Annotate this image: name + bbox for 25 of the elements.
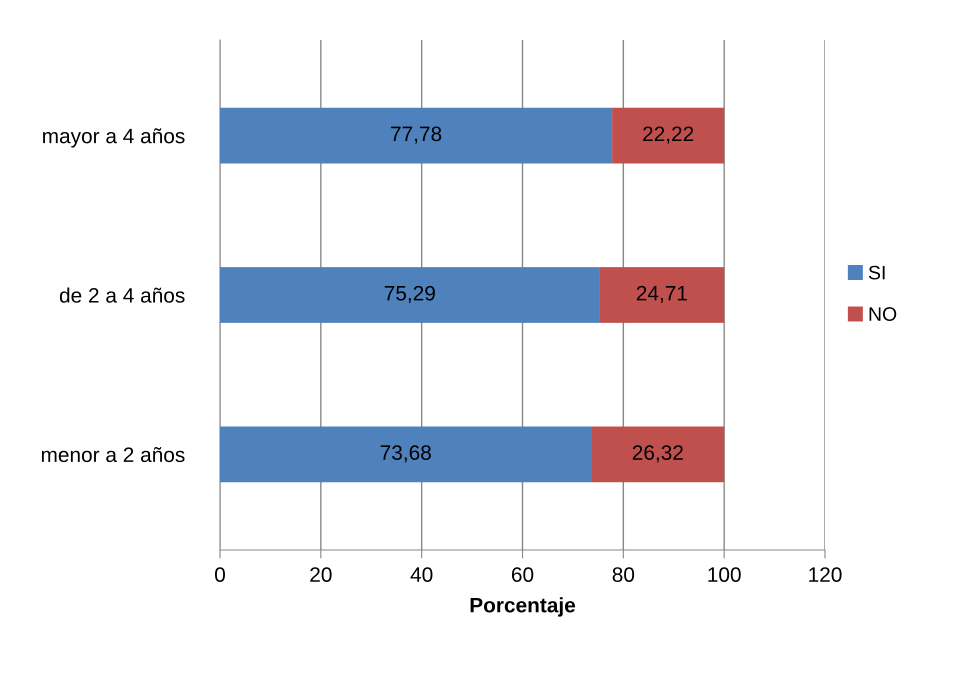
y-tick-label: mayor a 4 años xyxy=(43,128,185,148)
bar xyxy=(591,426,724,482)
data-label: 22,22 xyxy=(643,126,694,144)
y-tick-label: menor a 2 años xyxy=(42,446,185,462)
bar xyxy=(220,426,592,482)
bar xyxy=(220,267,600,323)
x-axis-title: Porcentaje xyxy=(470,597,576,617)
bar xyxy=(600,267,724,323)
data-label: 77,78 xyxy=(391,126,442,144)
x-tick-label: 100 xyxy=(708,567,741,582)
data-label: 26,32 xyxy=(632,445,683,462)
x-tick-label: 80 xyxy=(612,567,634,582)
x-tick-label: 40 xyxy=(410,567,432,582)
x-tick-label: 20 xyxy=(310,567,332,582)
x-tick-label: 60 xyxy=(512,567,534,582)
y-tick-label: de 2 a 4 años xyxy=(60,287,185,303)
bar xyxy=(220,108,612,164)
x-tick-label: 0 xyxy=(215,567,225,582)
x-tick-label: 120 xyxy=(809,567,842,582)
data-label: 73,68 xyxy=(380,445,431,462)
data-label: 75,29 xyxy=(384,286,435,304)
data-label: 24,71 xyxy=(636,286,687,304)
legend-label: SI xyxy=(868,266,885,280)
bar xyxy=(612,108,724,164)
legend-label: NO xyxy=(870,307,896,321)
